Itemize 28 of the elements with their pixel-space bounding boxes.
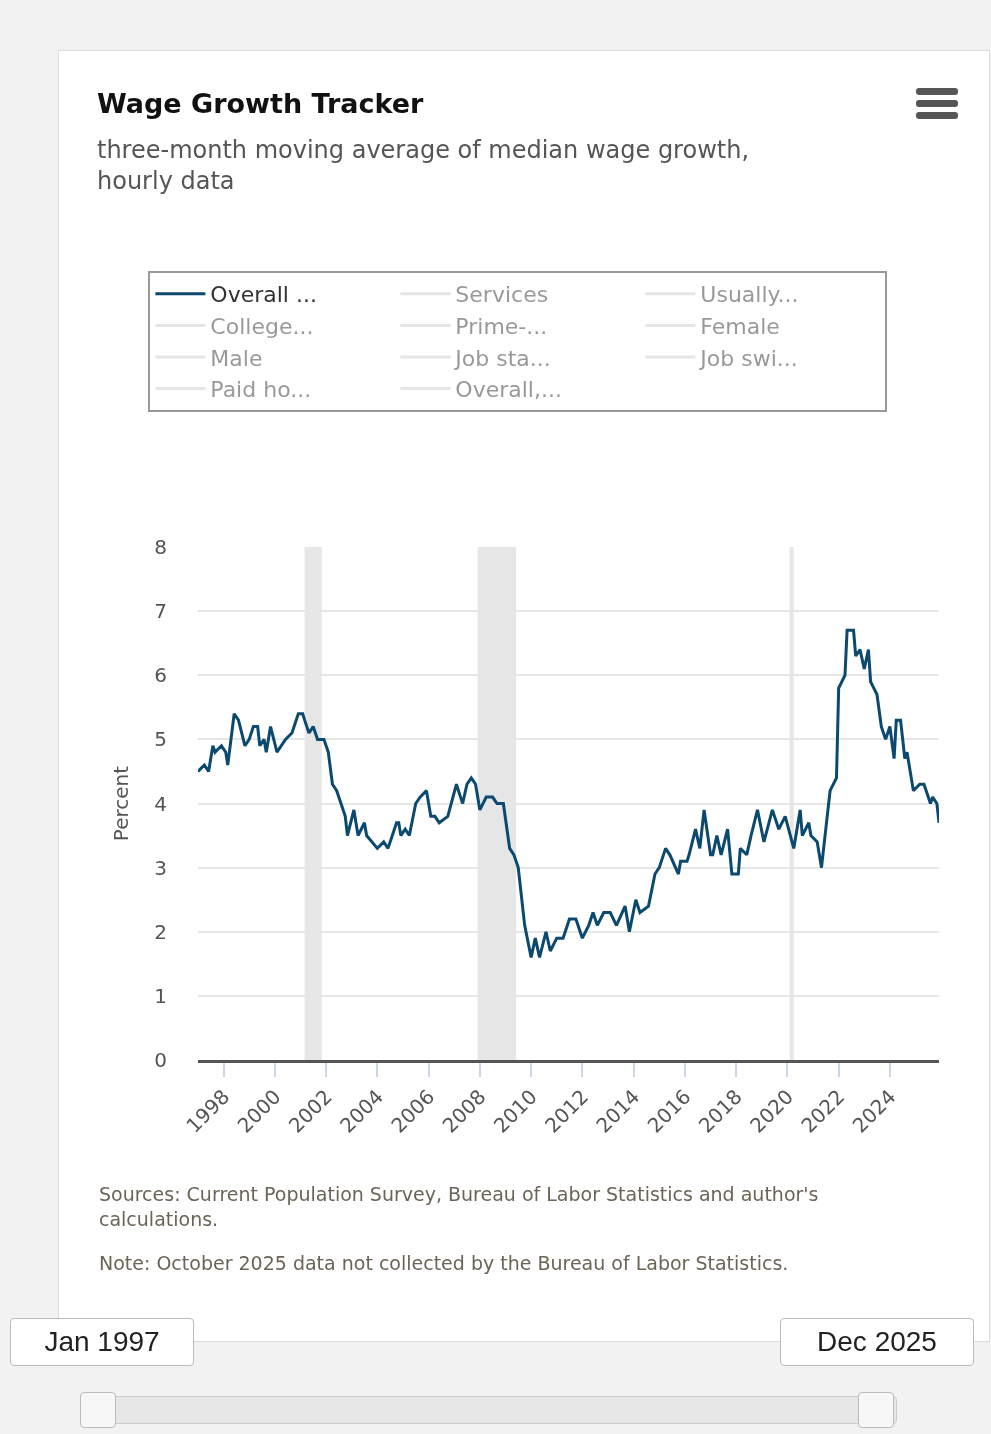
y-tick-label: 0 [154,1048,167,1072]
legend-label: Job swi... [698,345,798,371]
chart-title: Wage Growth Tracker [97,88,425,120]
legend-label: Paid ho... [210,377,312,403]
legend-label: Male [210,345,263,371]
text: Note: October 2025 data not collected by the Bureau of Labor Statistics. [99,1252,789,1274]
y-tick-label: 1 [154,983,167,1008]
legend-label: Job sta... [453,345,551,371]
legend-label: Prime-... [455,313,548,339]
y-tick-label: 5 [154,727,167,752]
source-note: Sources: Current Population Survey, Bureau of Labor Statistics and author's calculations. [99,1183,819,1230]
chart-subtitle: three-month moving average of median wage growth, hourly data [97,135,750,196]
text: Jan 1997 [10,1318,194,1366]
legend-label: College... [210,313,314,339]
y-tick-label: 2 [154,919,167,944]
y-tick-label: 8 [154,535,167,559]
legend-label: Usually... [700,282,799,308]
legend-label: Services [455,282,549,308]
legend-label: Overall ... [210,282,317,308]
y-tick-label: 7 [154,599,167,624]
y-axis-title: Percent [108,765,133,842]
y-tick-label: 6 [154,663,167,688]
y-tick-label: 4 [154,791,167,816]
legend-label: Female [700,313,780,339]
legend-label: Overall,... [455,377,562,403]
y-tick-label: 3 [154,855,167,880]
line-series [198,628,939,959]
text: Dec 2025 [780,1318,974,1366]
